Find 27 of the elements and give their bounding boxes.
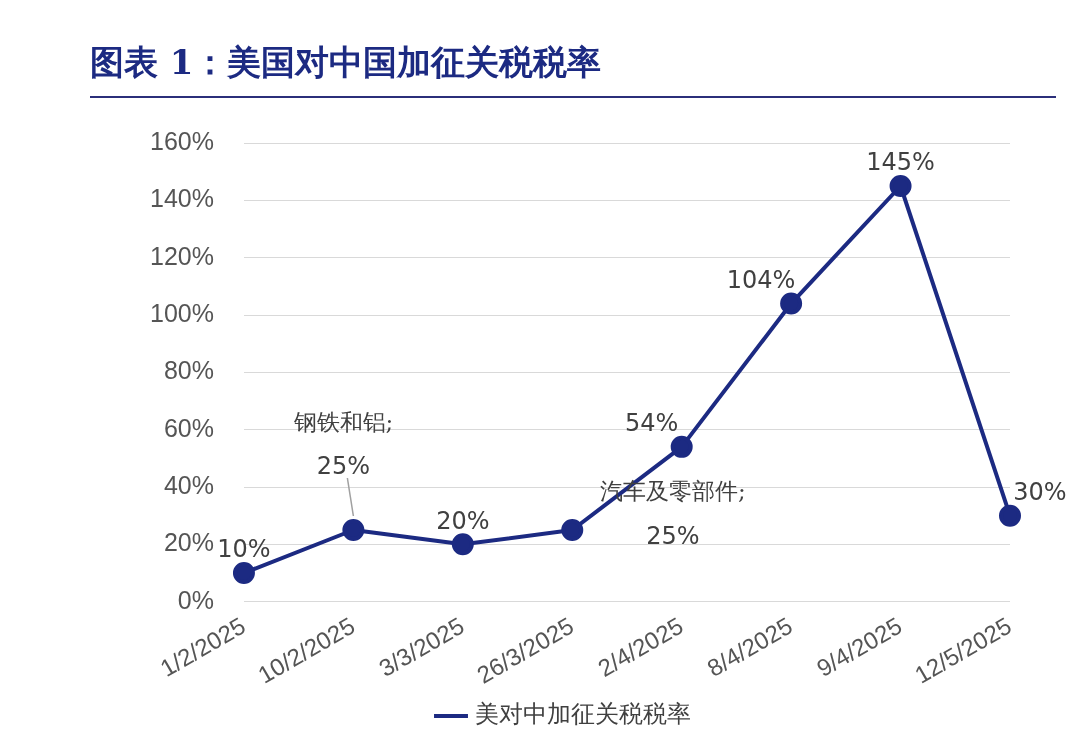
point <box>780 292 803 315</box>
point <box>451 533 474 556</box>
point <box>342 519 365 542</box>
legend-label: 美对中加征关税税率 <box>475 700 691 729</box>
point <box>561 519 584 542</box>
data-label: 20% <box>436 506 490 535</box>
data-label: 54% <box>625 409 679 438</box>
point <box>889 175 912 197</box>
point <box>670 435 693 458</box>
y-tick-label: 60% <box>163 413 214 442</box>
y-tick-label: 120% <box>149 241 214 270</box>
chart-title: 图表 1：美国对中国加征关税税率 <box>90 40 1056 98</box>
data-label: 145% <box>866 148 935 177</box>
annotation: 汽车及零部件; 25% <box>600 478 746 550</box>
data-label: 10% <box>217 535 271 564</box>
y-tick-label: 0% <box>177 585 214 614</box>
y-tick-label: 160% <box>149 126 214 155</box>
point <box>232 562 255 585</box>
annotation: 钢铁和铝; 25% <box>292 408 394 481</box>
y-tick-label: 40% <box>163 470 214 499</box>
data-label: 30% <box>1013 477 1067 506</box>
point <box>999 504 1021 527</box>
y-tick-label: 100% <box>149 298 214 327</box>
y-tick-label: 140% <box>149 184 214 213</box>
y-tick-label: 20% <box>163 528 214 557</box>
data-label: 104% <box>726 265 796 294</box>
y-tick-label: 80% <box>163 356 214 385</box>
